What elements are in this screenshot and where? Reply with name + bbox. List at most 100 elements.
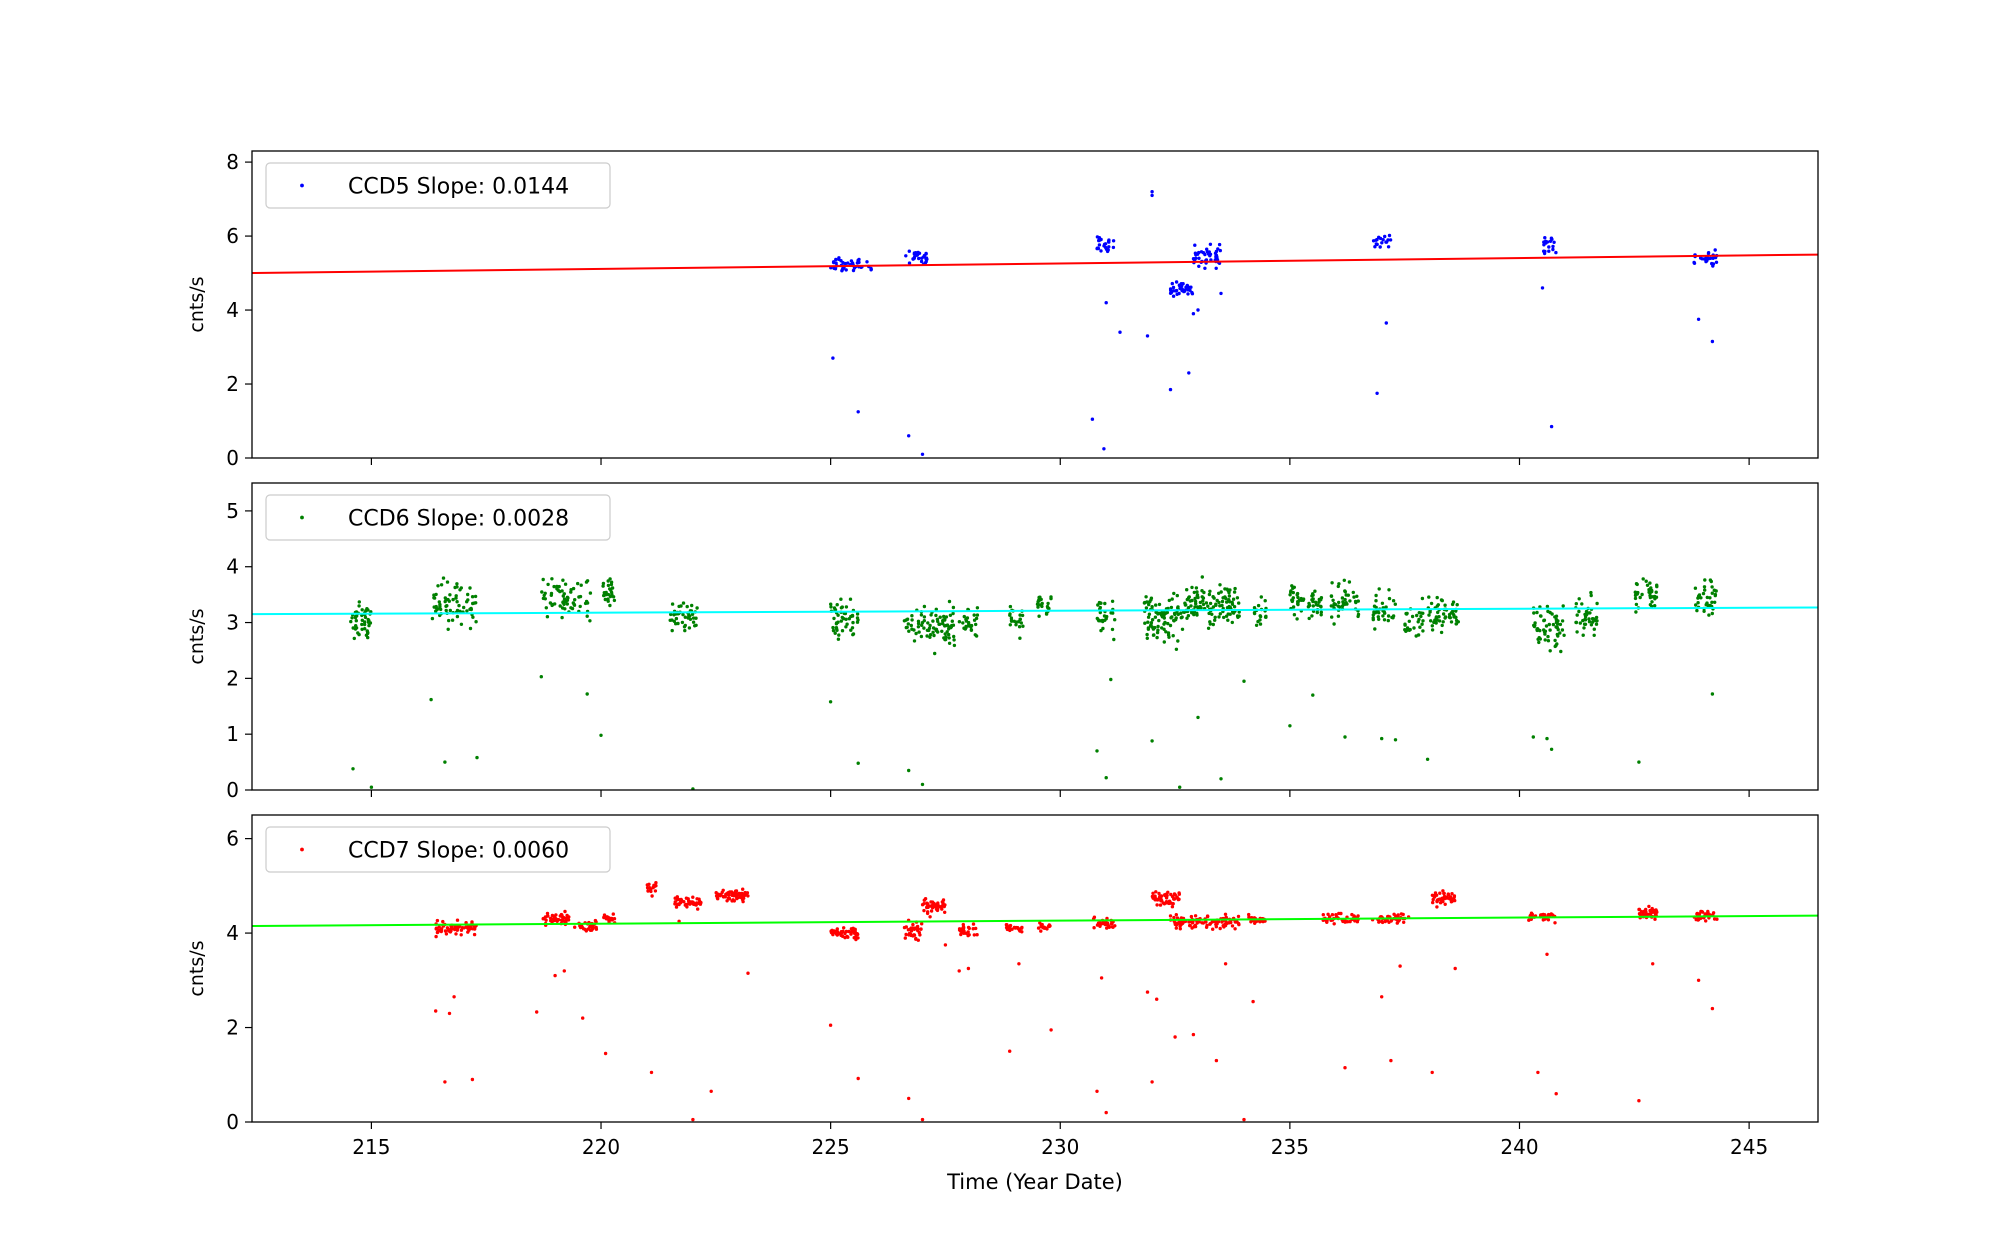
ccd5-point [1547,249,1551,253]
ccd7-point [578,924,582,928]
ccd6-point [1330,615,1334,619]
ccd7-point [919,927,923,931]
ccd6-point [687,613,691,618]
ccd5-point [1197,256,1201,260]
ccd5-point [1706,251,1711,256]
ccd6-point [434,592,438,597]
ccd6-point [1594,615,1599,620]
ccd6-point [455,608,460,613]
ccd6-point [1306,605,1311,609]
ccd5-point [1177,283,1182,287]
ccd7-point [943,910,947,914]
ccd6-y-tick-label: 1 [226,722,239,746]
ccd6-point [1217,591,1221,595]
ccd6-point [1291,605,1296,609]
ccd7-outlier-point [1150,1080,1154,1084]
ccd6-point [1176,606,1180,610]
ccd6-point [1343,597,1347,602]
ccd6-point [609,590,614,595]
ccd5-outlier-point [1219,291,1223,296]
ccd6-point [1222,615,1226,620]
ccd6-point [362,622,367,627]
ccd6-point [855,620,860,624]
ccd6-point [573,598,577,602]
ccd7-point [1205,914,1210,918]
ccd7-point [1644,910,1648,914]
ccd6-point [1555,625,1559,630]
ccd6-point [831,628,836,633]
ccd6-marks [252,575,1818,790]
ccd6-point [1047,606,1051,611]
ccd6-point [1213,618,1217,622]
ccd7-point [1446,892,1451,896]
ccd7-point [1355,920,1360,924]
ccd7-point [941,900,945,905]
ccd5-point [1195,252,1200,256]
ccd5-point [917,256,921,261]
ccd6-point [1206,626,1211,630]
ccd6-point [844,617,848,621]
ccd6-point [1113,618,1117,622]
ccd7-outlier-point [1214,1058,1219,1063]
ccd5-point [1189,285,1193,289]
ccd6-point [438,604,442,609]
ccd7-x-tick-label: 245 [1730,1135,1768,1159]
ccd7-legend-label: CCD7 Slope: 0.0060 [348,839,569,864]
ccd6-point [1407,628,1411,632]
ccd6-point [1706,604,1710,608]
ccd6-point [1649,586,1653,590]
ccd6-point [1588,611,1592,615]
ccd7-outlier-point [434,1009,438,1013]
ccd6-point [1372,604,1377,608]
ccd6-point [450,618,455,622]
ccd6-point [1645,583,1650,587]
ccd7-point [1174,913,1179,917]
ccd7-point [1170,905,1175,909]
ccd6-point [1371,613,1376,617]
ccd6-point [356,631,360,635]
ccd6-point [691,616,696,620]
ccd6-point [541,577,545,582]
ccd7-point [733,891,737,895]
ccd5-point [1111,239,1116,243]
ccd6-point [833,631,837,635]
ccd6-point [922,626,926,630]
ccd7-point [682,900,686,904]
ccd6-point [1633,596,1638,601]
ccd6-point [1581,633,1585,637]
ccd6-point [1292,613,1297,617]
ccd6-point [1226,612,1230,616]
ccd7-point [843,931,847,936]
ccd6-axes-frame [251,482,1819,791]
ccd6-point [834,621,839,625]
ccd6-point [1186,614,1191,618]
ccd5-outlier-point [1150,190,1154,194]
ccd6-point [1143,621,1147,625]
ccd6-point [943,637,947,642]
ccd7-point [1402,920,1406,924]
ccd7-point [1697,912,1702,916]
ccd7-point [559,918,564,922]
ccd5-point [1099,249,1103,253]
ccd6-point [914,631,918,636]
ccd5-point [1207,250,1212,254]
ccd6-point [1449,620,1454,624]
ccd6-point [1587,620,1592,624]
ccd7-point [909,929,914,933]
ccd6-point [1098,619,1103,623]
ccd6-point [1171,634,1175,638]
ccd5-point [1104,247,1109,251]
ccd7-point [694,903,698,907]
ccd6-point [1574,620,1578,625]
ccd6-point [1695,608,1699,613]
ccd6-point [1226,588,1230,593]
ccd7-point [1151,891,1155,895]
ccd5-point [1543,236,1547,240]
ccd6-point [1044,611,1049,615]
ccd7-point [1006,925,1010,929]
ccd7-x-tick-label: 230 [1041,1135,1079,1159]
ccd6-point [1546,634,1550,639]
ccd6-point [1201,602,1206,607]
ccd6-point [1295,617,1299,621]
ccd7-point [721,895,726,899]
